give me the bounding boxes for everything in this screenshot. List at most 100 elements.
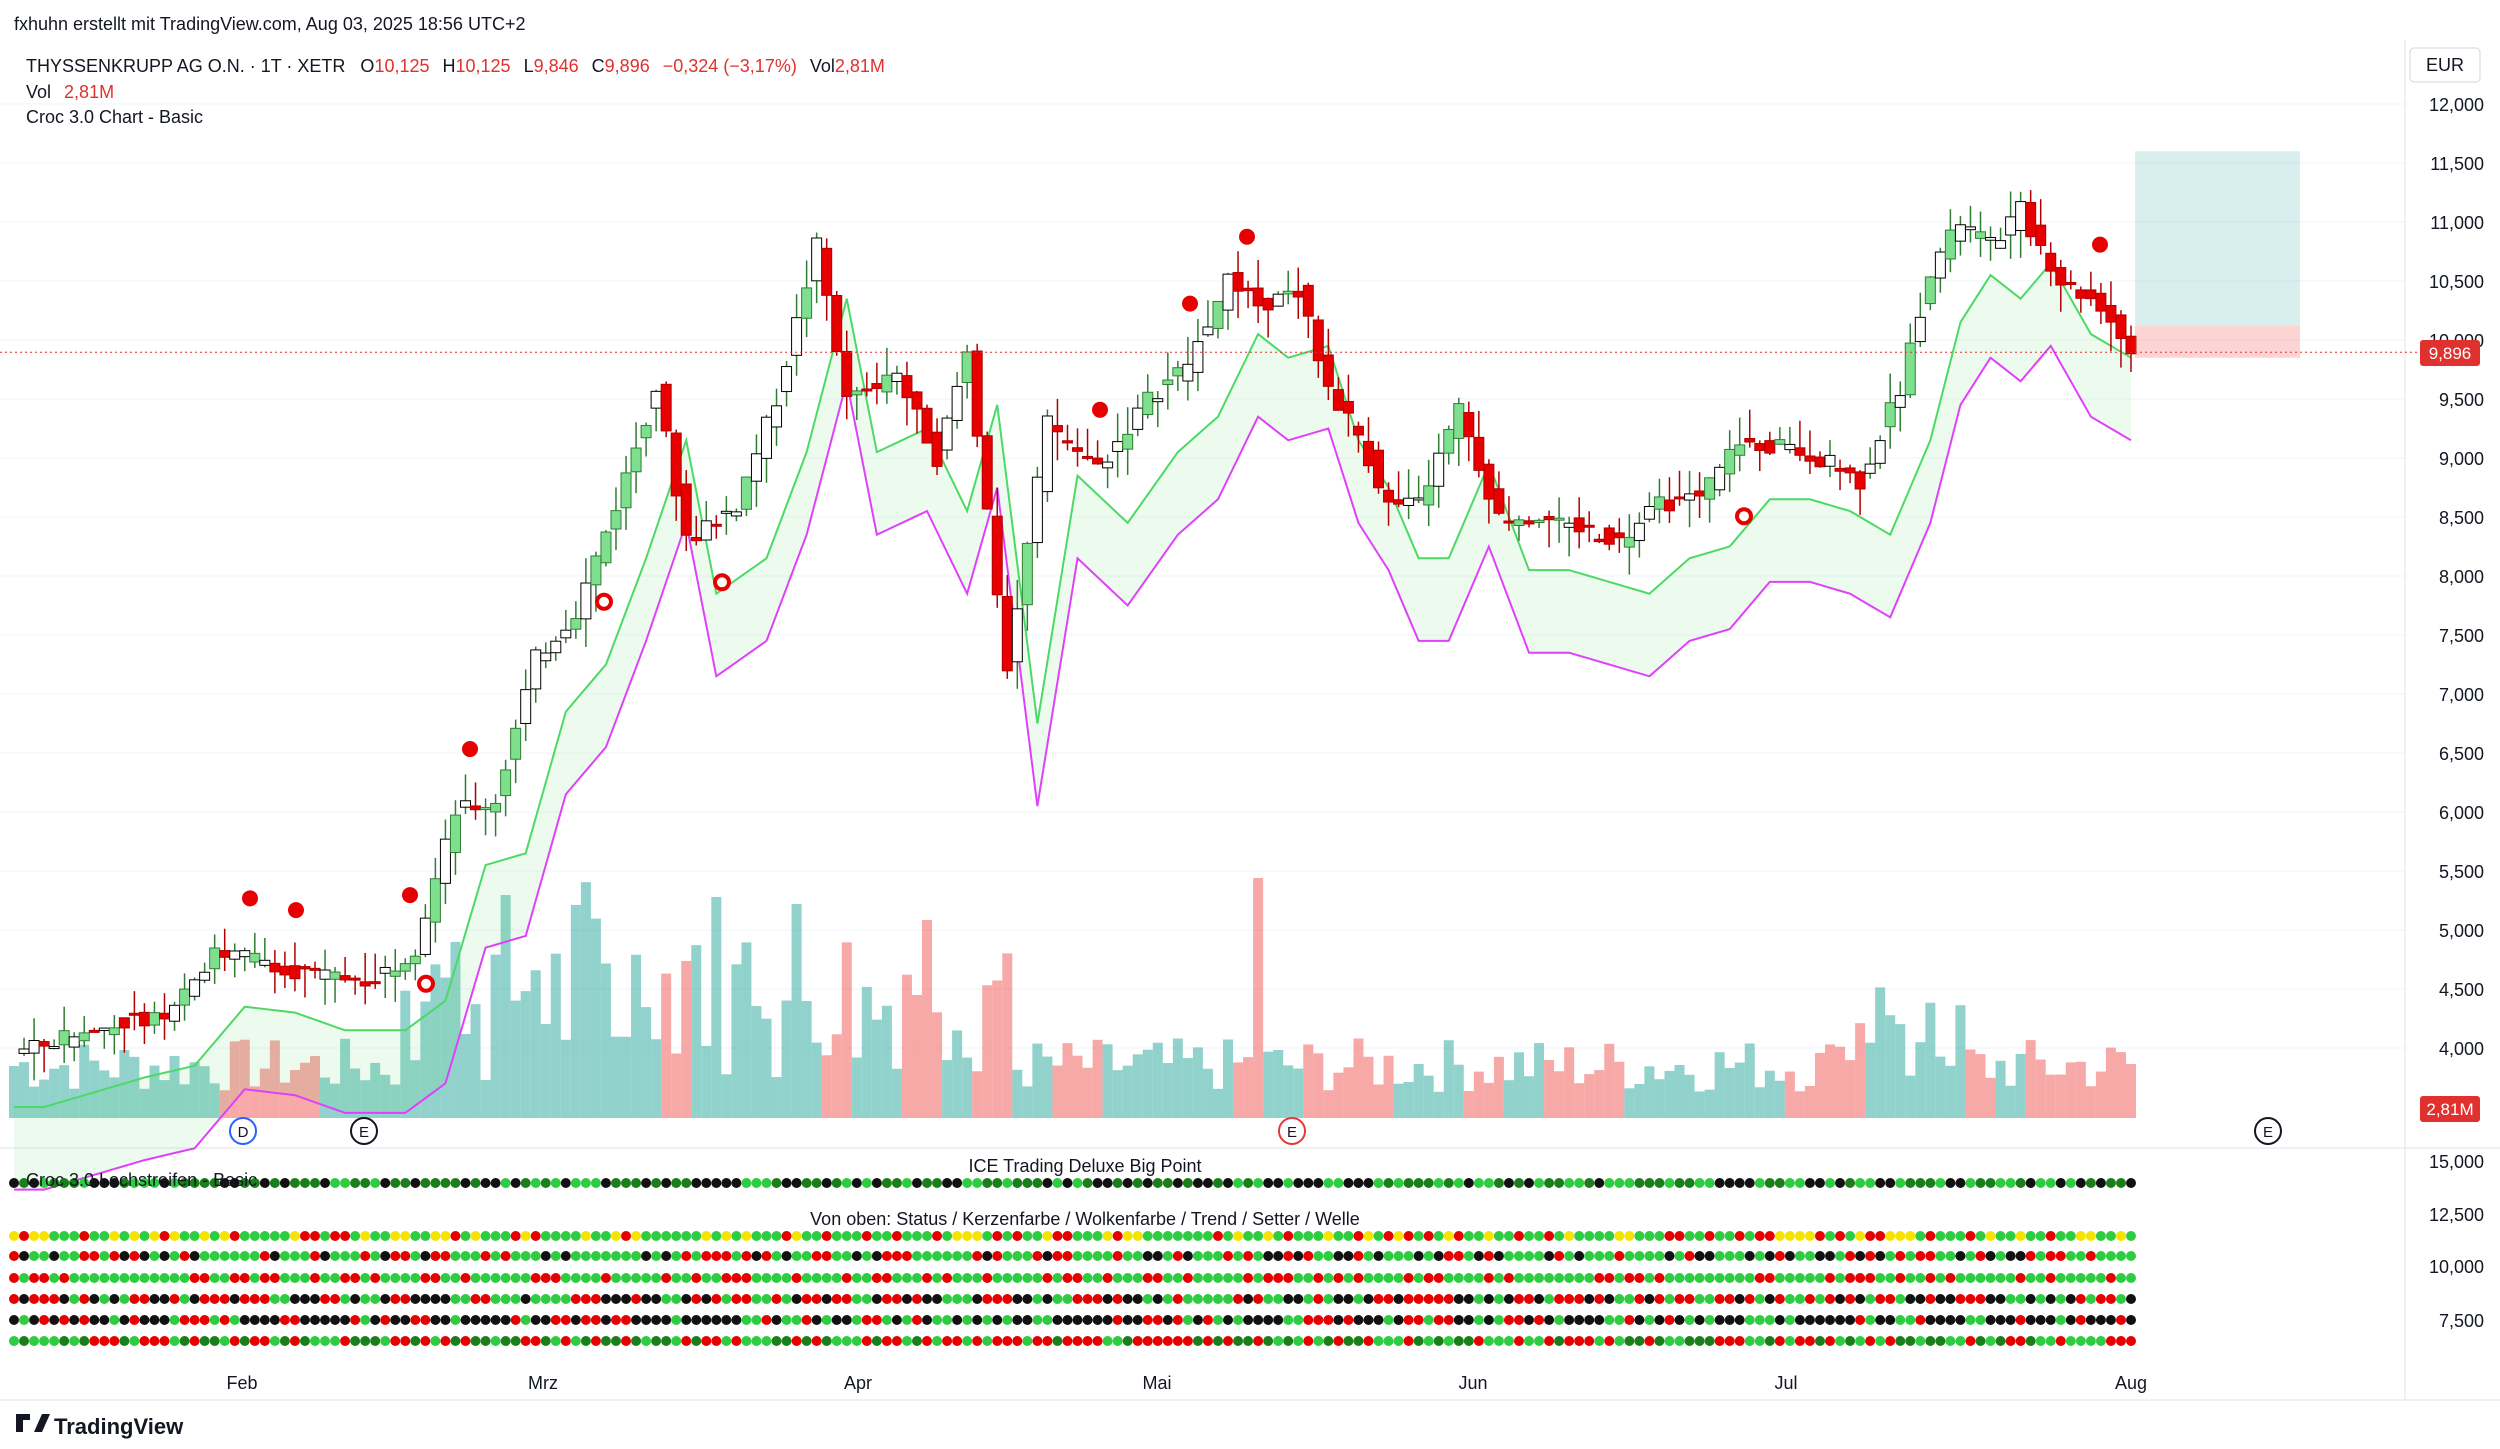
signal-dot-cell	[911, 1336, 922, 1346]
y-tick-label: 5,500	[2439, 862, 2484, 882]
signal-dot-cell	[340, 1315, 351, 1325]
candle-body	[760, 416, 772, 459]
signal-dot-cell	[1022, 1251, 1033, 1261]
signal-dot-cell	[771, 1273, 782, 1283]
signal-dot-cell	[490, 1178, 501, 1188]
signal-dot-cell	[49, 1231, 60, 1241]
signal-dot-cell	[1825, 1273, 1836, 1283]
signal-dot-cell	[1052, 1251, 1063, 1261]
signal-dot-cell	[2095, 1294, 2106, 1304]
signal-dot-cell	[651, 1273, 662, 1283]
signal-dot-cell	[1433, 1178, 1444, 1188]
signal-dot-cell	[1032, 1178, 1043, 1188]
signal-dot-cell	[109, 1231, 120, 1241]
signal-dot-cell	[1835, 1231, 1846, 1241]
signal-dot-cell	[340, 1251, 351, 1261]
signal-dot-cell	[831, 1315, 842, 1325]
candle-body	[1854, 471, 1866, 490]
signal-dot-cell	[641, 1231, 652, 1241]
signal-dot-cell	[279, 1231, 290, 1241]
signal-dot-cell	[2025, 1315, 2036, 1325]
signal-dot-cell	[380, 1294, 391, 1304]
signal-dot-cell	[1283, 1336, 1294, 1346]
signal-dot-cell	[891, 1294, 902, 1304]
signal-dot-cell	[49, 1315, 60, 1325]
signal-dot-cell	[871, 1336, 882, 1346]
signal-dot-cell	[1052, 1315, 1063, 1325]
signal-dot-cell	[99, 1273, 110, 1283]
signal-dot-cell	[982, 1336, 993, 1346]
signal-dot-cell	[299, 1273, 310, 1283]
signal-dot-cell	[540, 1273, 551, 1283]
volume-bar	[1383, 1055, 1394, 1118]
candle-body	[1232, 272, 1244, 292]
signal-dot-cell	[1373, 1251, 1384, 1261]
signal-dot-cell	[771, 1251, 782, 1261]
signal-dot-cell	[119, 1294, 130, 1304]
signal-dot-cell	[791, 1251, 802, 1261]
signal-dot-cell	[139, 1273, 150, 1283]
volume-bar	[701, 1045, 712, 1118]
signal-dot-cell	[751, 1231, 762, 1241]
signal-dot-cell	[1995, 1315, 2006, 1325]
signal-dot-cell	[1935, 1336, 1946, 1346]
candle-body	[1954, 224, 1966, 242]
signal-dot-cell	[1443, 1336, 1454, 1346]
candle-body	[78, 1032, 90, 1042]
signal-dot-cell	[1634, 1273, 1645, 1283]
signal-dot-cell	[1774, 1273, 1785, 1283]
volume-bar	[340, 1038, 351, 1118]
candle-body	[1503, 520, 1515, 524]
signal-dot-cell	[1814, 1336, 1825, 1346]
candle-body	[399, 963, 411, 972]
signal-dot-cell	[29, 1315, 40, 1325]
signal-dot-cell	[1945, 1251, 1956, 1261]
candle-body	[199, 971, 211, 981]
signal-dot-cell	[1544, 1251, 1555, 1261]
signal-dot-cell	[570, 1336, 581, 1346]
signal-dot-cell	[771, 1315, 782, 1325]
signal-dot-cell	[1865, 1294, 1876, 1304]
signal-dot-cell	[1744, 1294, 1755, 1304]
signal-dot-cell	[651, 1178, 662, 1188]
signal-dot-cell	[1363, 1231, 1374, 1241]
signal-dot-cell	[992, 1294, 1003, 1304]
signal-dot-cell	[19, 1273, 30, 1283]
signal-dot-cell	[1503, 1294, 1514, 1304]
signal-dot-cell	[2126, 1315, 2136, 1325]
volume-bar	[2105, 1047, 2116, 1118]
signal-dot-cell	[781, 1178, 792, 1188]
signal-dot-cell	[1955, 1294, 1966, 1304]
signal-dot-cell	[2055, 1273, 2066, 1283]
signal-dot-cell	[982, 1231, 993, 1241]
candle-body	[901, 375, 913, 399]
signal-dot-cell	[1223, 1251, 1234, 1261]
event-marker: E	[350, 1117, 378, 1145]
signal-dot-cell	[1734, 1251, 1745, 1261]
signal-dot-cell	[831, 1231, 842, 1241]
vol-value: 2,81M	[835, 56, 885, 76]
volume-bar	[781, 1000, 792, 1118]
signal-dot-cell	[149, 1273, 160, 1283]
volume-bar	[19, 1062, 30, 1118]
candle-body	[1041, 415, 1053, 493]
candle-body	[690, 536, 702, 542]
signal-dot-cell	[199, 1336, 210, 1346]
signal-dot-cell	[1012, 1336, 1023, 1346]
signal-dot-cell	[901, 1273, 912, 1283]
signal-dot-cell	[1463, 1294, 1474, 1304]
signal-dot-cell	[450, 1231, 461, 1241]
signal-dot-cell	[1965, 1336, 1976, 1346]
volume-bar	[1534, 1043, 1545, 1118]
signal-dot-cell	[259, 1251, 270, 1261]
currency-button[interactable]	[2409, 47, 2481, 83]
signal-dot-cell	[159, 1251, 170, 1261]
signal-dot-cell	[1513, 1294, 1524, 1304]
signal-dot-cell	[1885, 1315, 1896, 1325]
signal-dot-cell	[1483, 1178, 1494, 1188]
signal-dot-cell	[901, 1251, 912, 1261]
candle-body	[1272, 293, 1284, 307]
signal-dot-cell	[1825, 1336, 1836, 1346]
signal-dot-cell	[1072, 1178, 1083, 1188]
